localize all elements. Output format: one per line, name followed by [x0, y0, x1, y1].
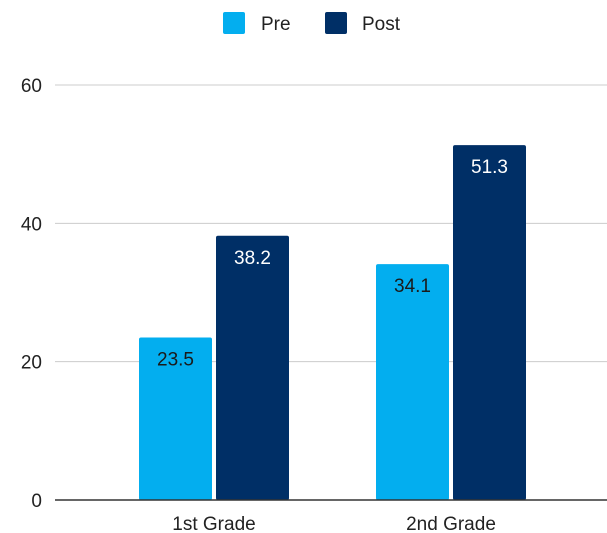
legend-label-post: Post	[362, 14, 401, 35]
legend-swatch-post	[325, 12, 347, 34]
data-labels: 23.5 38.2 34.1 51.3	[157, 157, 508, 370]
y-axis-tick-labels: 0 20 40 60	[21, 76, 42, 512]
x-axis-category-labels: 1st Grade 2nd Grade	[172, 514, 496, 533]
legend-swatch-pre	[223, 12, 245, 34]
y-tick-label-60: 60	[21, 76, 42, 97]
bars	[139, 145, 526, 501]
legend: Pre Post	[223, 12, 401, 35]
bar-pre-2nd-grade	[376, 264, 449, 500]
data-label-post-1st-grade: 38.2	[234, 248, 271, 269]
x-category-label-1st-grade: 1st Grade	[172, 514, 255, 533]
y-tick-label-40: 40	[21, 214, 42, 235]
x-category-label-2nd-grade: 2nd Grade	[406, 514, 496, 533]
bar-post-1st-grade	[216, 235, 289, 501]
bar-post-2nd-grade	[453, 145, 526, 501]
data-label-pre-1st-grade: 23.5	[157, 349, 194, 370]
y-tick-label-20: 20	[21, 353, 42, 374]
legend-label-pre: Pre	[261, 14, 291, 35]
data-label-pre-2nd-grade: 34.1	[394, 276, 431, 297]
bar-pre-1st-grade	[139, 337, 212, 500]
y-tick-label-0: 0	[31, 491, 42, 512]
data-label-post-2nd-grade: 51.3	[471, 157, 508, 178]
